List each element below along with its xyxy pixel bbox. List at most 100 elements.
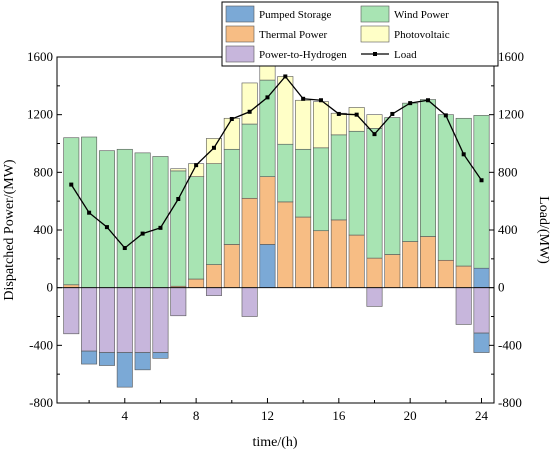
legend-label-pumped-storage: Pumped Storage (259, 9, 332, 21)
load-marker-h17 (354, 112, 359, 117)
bar-wind-power-h4 (116, 148, 133, 288)
bar-wind-power-h23 (455, 117, 472, 267)
bar-photovoltaic-h9 (205, 138, 222, 164)
bar-wind-power-h21 (420, 99, 436, 237)
bar-photovoltaic-h10 (223, 117, 240, 150)
bar-photovoltaic-h17 (348, 107, 365, 132)
load-marker-h16 (336, 111, 341, 116)
bar-wind-power-h20 (402, 102, 419, 242)
bar-photovoltaic-h16 (330, 112, 347, 136)
y-axis-left-title: Dispatched Power/(MW) (2, 159, 17, 300)
bar-thermal-power-h22 (437, 259, 454, 288)
bar-thermal-power-h21 (420, 236, 436, 288)
bar-wind-power-h1 (63, 137, 80, 286)
load-marker-h8 (194, 163, 199, 168)
load-marker-h18 (372, 132, 377, 137)
x-tick-label: 20 (404, 408, 417, 423)
bar-pumped-storage-h12 (259, 244, 276, 288)
y-left-tick-label: 800 (34, 164, 54, 179)
legend-label-load: Load (394, 49, 417, 61)
load-marker-h2 (87, 210, 92, 215)
y-right-tick-label: -800 (498, 395, 522, 410)
load-marker-h24 (479, 178, 484, 183)
bar-thermal-power-h16 (330, 219, 347, 288)
legend-label-thermal-power: Thermal Power (259, 29, 327, 41)
bar-thermal-power-h1 (63, 284, 80, 288)
y-left-tick-label: 1200 (27, 107, 53, 122)
bar-wind-power-h24 (473, 115, 490, 269)
bar-photovoltaic-h11 (241, 82, 258, 125)
y-left-tick-label: -400 (29, 337, 53, 352)
legend-swatch-pumped-storage (225, 5, 255, 23)
bar-pumped-storage-charging-h3 (98, 352, 115, 366)
bar-power-to-hydrogen-h5 (134, 287, 151, 353)
bar-thermal-power-h13 (277, 201, 294, 288)
load-marker-h9 (211, 145, 216, 150)
bar-power-to-hydrogen-h1 (63, 287, 80, 335)
legend-label-wind-power: Wind Power (394, 9, 449, 21)
bar-photovoltaic-h13 (277, 76, 294, 145)
y-left-tick-label: 1600 (27, 49, 53, 64)
bar-wind-power-h11 (241, 123, 258, 199)
load-marker-h12 (265, 95, 270, 100)
legend-swatch-photovoltaic (360, 25, 390, 43)
bar-thermal-power-h8 (188, 278, 205, 288)
bar-power-to-hydrogen-h23 (455, 287, 472, 325)
x-tick-label: 16 (332, 408, 346, 423)
bar-power-to-hydrogen-h4 (116, 287, 133, 353)
bar-thermal-power-h17 (348, 234, 365, 288)
bar-power-to-hydrogen-h24 (473, 287, 490, 334)
bar-wind-power-h5 (134, 152, 151, 288)
bar-wind-power-h22 (437, 114, 454, 261)
y-left-tick-label: 400 (34, 222, 54, 237)
bar-thermal-power-h18 (366, 257, 383, 288)
bar-power-to-hydrogen-h18 (366, 287, 383, 307)
bar-photovoltaic-h7 (170, 168, 187, 172)
bar-power-to-hydrogen-h6 (152, 287, 169, 353)
bar-thermal-power-h11 (241, 197, 258, 288)
load-marker-h21 (426, 98, 430, 103)
bar-pumped-storage-charging-h24 (473, 332, 490, 353)
bar-pumped-storage-charging-h2 (81, 350, 98, 365)
bar-wind-power-h10 (223, 148, 240, 245)
bar-photovoltaic-h14 (295, 99, 312, 150)
legend-box (221, 1, 499, 67)
bar-wind-power-h6 (152, 156, 169, 288)
legend-swatch-wind-power (360, 5, 390, 23)
bar-power-to-hydrogen-h7 (170, 287, 187, 317)
load-marker-h14 (301, 96, 306, 101)
bar-thermal-power-h9 (205, 264, 222, 288)
bar-photovoltaic-h15 (313, 101, 329, 149)
load-marker-h15 (318, 98, 323, 103)
bar-power-to-hydrogen-h11 (241, 287, 258, 317)
load-line (70, 75, 483, 249)
load-marker-h1 (69, 182, 74, 187)
y-right-tick-label: -400 (498, 337, 522, 352)
bar-thermal-power-h23 (455, 265, 472, 288)
bar-thermal-power-h12 (259, 176, 276, 245)
x-tick-label: 12 (261, 408, 274, 423)
bar-power-to-hydrogen-h3 (98, 287, 115, 353)
bar-wind-power-h14 (295, 148, 312, 218)
load-marker-h22 (443, 113, 448, 118)
load-marker-h3 (104, 225, 109, 230)
bar-thermal-power-h15 (313, 230, 329, 288)
x-tick-label: 8 (193, 408, 200, 423)
bar-wind-power-h8 (188, 176, 205, 280)
bar-wind-power-h18 (366, 128, 383, 259)
y-axis-right-title: Load/(MW) (536, 196, 550, 264)
y-right-tick-label: 1600 (498, 49, 524, 64)
bar-wind-power-h13 (277, 143, 294, 203)
load-marker-h11 (247, 109, 252, 114)
bar-power-to-hydrogen-h2 (81, 287, 98, 352)
load-marker-h23 (461, 152, 466, 157)
legend-swatch-thermal-power (225, 25, 255, 43)
y-left-tick-label: 0 (47, 280, 54, 295)
load-marker-h20 (408, 101, 413, 106)
x-tick-label: 4 (122, 408, 129, 423)
bar-wind-power-h9 (205, 163, 222, 265)
legend: Pumped Storage Wind Power Thermal Power Pho… (221, 1, 499, 67)
bar-wind-power-h16 (330, 134, 347, 221)
bar-thermal-power-h10 (223, 244, 240, 288)
